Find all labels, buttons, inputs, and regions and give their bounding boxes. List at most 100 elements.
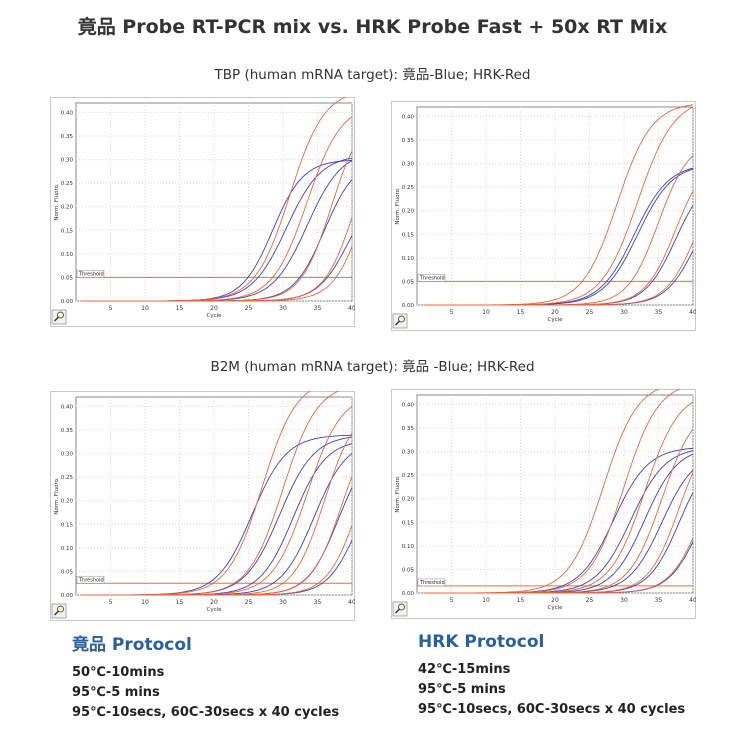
threshold-label: Threshold	[419, 276, 445, 282]
x-tick-label: 10	[482, 309, 490, 316]
y-axis-label: Norm. Fluoro.	[54, 183, 60, 220]
x-tick-label: 25	[245, 305, 253, 312]
y-tick-label: 0.05	[61, 275, 74, 281]
threshold-label-box	[417, 578, 446, 587]
x-tick-label: 20	[551, 309, 559, 316]
y-tick-label: 0.25	[402, 185, 415, 191]
x-tick-label: 20	[210, 305, 218, 312]
x-tick-label: 10	[482, 597, 490, 604]
y-tick-label: 0.15	[402, 232, 415, 238]
y-axis-label: Norm. Fluoro.	[395, 187, 401, 224]
y-tick-label: 0.35	[61, 428, 74, 434]
x-tick-label: 15	[517, 309, 525, 316]
magnifier-icon	[392, 313, 408, 329]
x-tick-label: 5	[109, 305, 113, 312]
tbp-left-chart: 5 10 15 20 25 30 35 40 0.00 0.05 0.10 0.15 0.20 0.25 0…	[50, 97, 355, 327]
y-tick-label: 0.15	[402, 520, 415, 526]
y-tick-label: 0.15	[61, 228, 74, 234]
y-tick-label: 0.20	[61, 499, 74, 505]
x-tick-label: 15	[176, 305, 184, 312]
left-protocol-step: 95℃-10secs, 60C-30secs x 40 cycles	[72, 705, 340, 720]
x-tick-label: 15	[517, 597, 525, 604]
threshold-label-box	[76, 575, 105, 584]
y-tick-label: 0.10	[402, 544, 415, 550]
y-tick-label: 0.00	[402, 303, 415, 309]
y-tick-label: 0.00	[61, 299, 74, 305]
x-tick-label: 35	[314, 305, 322, 312]
y-tick-label: 0.10	[61, 546, 74, 552]
tbp-right-chart: 5 10 15 20 25 30 35 40 0.00 0.05 0.10 0.15 0.20 0.25 0…	[391, 101, 696, 331]
x-tick-label: 30	[279, 599, 287, 606]
right-protocol-step: 95℃-10secs, 60C-30secs x 40 cycles	[418, 702, 686, 717]
x-tick-label: 40	[348, 599, 355, 606]
y-tick-label: 0.35	[402, 138, 415, 144]
x-tick-label: 35	[655, 309, 663, 316]
chart-svg: 5 10 15 20 25 30 35 40 0.00 0.05 0.10 0.15 0.20 0.25 0…	[50, 391, 355, 621]
left-protocol-title: 竟品 Protocol	[72, 635, 192, 655]
threshold-label: Threshold	[419, 580, 445, 586]
chart-svg: 5 10 15 20 25 30 35 40 0.00 0.05 0.10 0.15 0.20 0.25 0…	[50, 97, 355, 327]
y-tick-label: 0.30	[61, 158, 74, 164]
right-protocol: HRK Protocol 42℃-15mins 95℃-5 mins 95℃-1…	[418, 632, 685, 722]
y-tick-label: 0.00	[402, 591, 415, 597]
x-tick-label: 25	[586, 309, 594, 316]
x-tick-label: 10	[141, 305, 149, 312]
y-tick-label: 0.30	[402, 450, 415, 456]
y-tick-label: 0.25	[402, 473, 415, 479]
b2m-subtitle: B2M (human mRNA target): 竟品 -Blue; HRK-R…	[210, 359, 535, 375]
magnifier-icon	[51, 603, 67, 619]
threshold-label: Threshold	[78, 272, 104, 278]
x-tick-label: 25	[586, 597, 594, 604]
x-tick-label: 5	[450, 309, 454, 316]
right-protocol-step: 95℃-5 mins	[418, 682, 506, 697]
y-tick-label: 0.40	[402, 114, 415, 120]
x-tick-label: 30	[620, 597, 628, 604]
magnifier-icon	[51, 309, 67, 325]
y-tick-label: 0.15	[61, 522, 74, 528]
y-tick-label: 0.00	[61, 593, 74, 599]
x-tick-label: 30	[279, 305, 287, 312]
y-tick-label: 0.10	[61, 252, 74, 258]
x-tick-label: 20	[551, 597, 559, 604]
left-protocol-step: 50℃-10mins	[72, 665, 165, 680]
y-axis-label: Norm. Fluoro.	[54, 477, 60, 514]
y-tick-label: 0.30	[402, 162, 415, 168]
series-line	[423, 242, 694, 306]
x-tick-label: 10	[141, 599, 149, 606]
x-tick-label: 35	[655, 597, 663, 604]
y-tick-label: 0.05	[402, 567, 415, 573]
threshold-label: Threshold	[78, 577, 104, 583]
x-tick-label: 5	[450, 597, 454, 604]
b2m-left-chart: 5 10 15 20 25 30 35 40 0.00 0.05 0.10 0.15 0.20 0.25 0…	[50, 391, 355, 621]
chart-svg: 5 10 15 20 25 30 35 40 0.00 0.05 0.10 0.15 0.20 0.25 0…	[391, 389, 696, 619]
right-protocol-title: HRK Protocol	[418, 632, 545, 652]
series-line	[423, 537, 694, 594]
y-tick-label: 0.40	[402, 402, 415, 408]
y-tick-label: 0.20	[402, 209, 415, 215]
series-line	[82, 246, 353, 302]
y-tick-label: 0.05	[402, 279, 415, 285]
x-tick-label: 20	[210, 599, 218, 606]
x-axis-label: Cycle	[206, 607, 222, 613]
x-tick-label: 30	[620, 309, 628, 316]
threshold-label-box	[417, 274, 446, 282]
y-tick-label: 0.20	[61, 205, 74, 211]
chart-svg: 5 10 15 20 25 30 35 40 0.00 0.05 0.10 0.15 0.20 0.25 0…	[391, 101, 696, 331]
x-tick-label: 40	[348, 305, 355, 312]
y-tick-label: 0.10	[402, 256, 415, 262]
x-tick-label: 40	[689, 309, 696, 316]
y-tick-label: 0.25	[61, 475, 74, 481]
left-protocol-step: 95℃-5 mins	[72, 685, 160, 700]
page-title: 竟品 Probe RT-PCR mix vs. HRK Probe Fast +…	[77, 16, 668, 38]
right-protocol-step: 42℃-15mins	[418, 662, 511, 677]
x-axis-label: Cycle	[547, 317, 563, 323]
x-tick-label: 15	[176, 599, 184, 606]
x-tick-label: 35	[314, 599, 322, 606]
series-line	[82, 525, 353, 596]
x-axis-label: Cycle	[547, 605, 563, 611]
y-tick-label: 0.40	[61, 110, 74, 116]
y-tick-label: 0.35	[402, 426, 415, 432]
b2m-right-chart: 5 10 15 20 25 30 35 40 0.00 0.05 0.10 0.15 0.20 0.25 0…	[391, 389, 696, 619]
y-tick-label: 0.05	[61, 569, 74, 575]
x-tick-label: 40	[689, 597, 696, 604]
